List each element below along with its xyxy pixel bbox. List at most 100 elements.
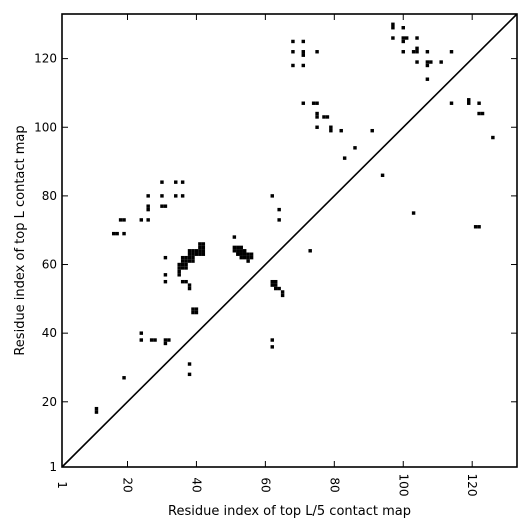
contact-point — [139, 338, 144, 342]
contact-point — [270, 194, 274, 198]
contact-point — [177, 266, 181, 270]
contact-point — [477, 111, 481, 116]
contact-point — [415, 50, 419, 54]
contact-point — [232, 249, 237, 253]
contact-point — [191, 255, 195, 260]
contact-point — [415, 60, 419, 64]
y-tick-label: 100 — [34, 120, 57, 134]
contact-point — [239, 255, 243, 260]
contact-point — [246, 255, 250, 260]
contact-point — [163, 279, 168, 284]
contact-point — [477, 101, 481, 105]
contact-point — [270, 279, 274, 284]
contact-point — [291, 63, 295, 68]
contact-point — [449, 101, 454, 105]
contact-point — [415, 36, 419, 40]
contact-point — [174, 180, 178, 184]
contact-point — [380, 173, 385, 178]
contact-point — [273, 279, 278, 284]
contact-point — [187, 252, 192, 256]
y-tick-label: 120 — [34, 52, 57, 66]
contact-point — [163, 338, 168, 342]
contact-point — [163, 255, 168, 260]
contact-point — [146, 194, 150, 198]
y-tick-label: 20 — [42, 395, 57, 409]
contact-point — [191, 307, 195, 311]
contact-point — [180, 262, 185, 267]
contact-point — [180, 180, 185, 184]
contact-point — [122, 376, 126, 380]
contact-point — [180, 259, 185, 263]
contact-point — [187, 249, 192, 253]
contact-point — [301, 39, 306, 44]
contact-point — [187, 372, 192, 377]
contact-point — [239, 252, 243, 256]
contact-point — [236, 249, 240, 253]
contact-point — [242, 255, 247, 260]
contact-point — [194, 249, 199, 253]
contact-point — [232, 245, 237, 250]
contact-point — [342, 156, 347, 160]
contact-point — [191, 252, 195, 256]
contact-point — [187, 283, 192, 287]
contact-point — [239, 249, 243, 253]
contact-point — [122, 218, 126, 222]
contact-point — [242, 252, 247, 256]
contact-point — [122, 231, 126, 236]
x-tick-label: 1 — [55, 481, 69, 489]
contact-point — [425, 63, 430, 68]
contact-point — [270, 283, 274, 287]
contact-point — [322, 115, 326, 119]
contact-point — [149, 338, 154, 342]
contact-point — [329, 128, 333, 133]
contact-point — [198, 245, 202, 250]
contact-point — [184, 255, 188, 260]
contact-point — [177, 269, 181, 274]
contact-point — [246, 252, 250, 256]
x-axis-ticks: 1 20 40 60 80 100 120 — [55, 14, 479, 496]
contact-point — [167, 338, 171, 342]
contact-point — [184, 279, 188, 284]
contact-point — [425, 77, 430, 81]
contact-point — [277, 218, 281, 222]
contact-points — [94, 22, 495, 414]
contact-point — [201, 249, 206, 253]
contact-point — [477, 225, 481, 229]
contact-point — [291, 39, 295, 44]
contact-point — [391, 22, 395, 27]
contact-point — [163, 273, 168, 277]
contact-point — [187, 255, 192, 260]
contact-point — [239, 245, 243, 250]
x-axis-label: Residue index of top L/5 contact map — [168, 504, 411, 519]
contact-point — [194, 252, 199, 256]
contact-point — [273, 286, 278, 291]
contact-point — [180, 194, 185, 198]
contact-point — [191, 310, 195, 315]
x-tick-label: 100 — [396, 474, 410, 497]
x-tick-label: 120 — [465, 474, 479, 497]
contact-point — [194, 307, 199, 311]
contact-point — [201, 242, 206, 246]
contact-point — [339, 128, 343, 133]
contact-point — [160, 180, 164, 184]
contact-point — [401, 39, 405, 44]
contact-point — [163, 341, 168, 346]
contact-point — [491, 135, 495, 140]
diagonal-line — [61, 13, 518, 468]
x-tick-label: 40 — [189, 477, 203, 492]
contact-point — [201, 245, 206, 250]
contact-point — [160, 194, 164, 198]
contact-point — [404, 36, 409, 40]
contact-point — [236, 245, 240, 250]
contact-point — [277, 207, 281, 212]
contact-point — [308, 249, 312, 253]
contact-point — [280, 290, 285, 294]
contact-point — [273, 283, 278, 287]
contact-point — [315, 115, 319, 119]
contact-point — [411, 50, 416, 54]
y-tick-label: 60 — [42, 258, 57, 272]
contact-point — [180, 266, 185, 270]
contact-point — [311, 101, 316, 105]
